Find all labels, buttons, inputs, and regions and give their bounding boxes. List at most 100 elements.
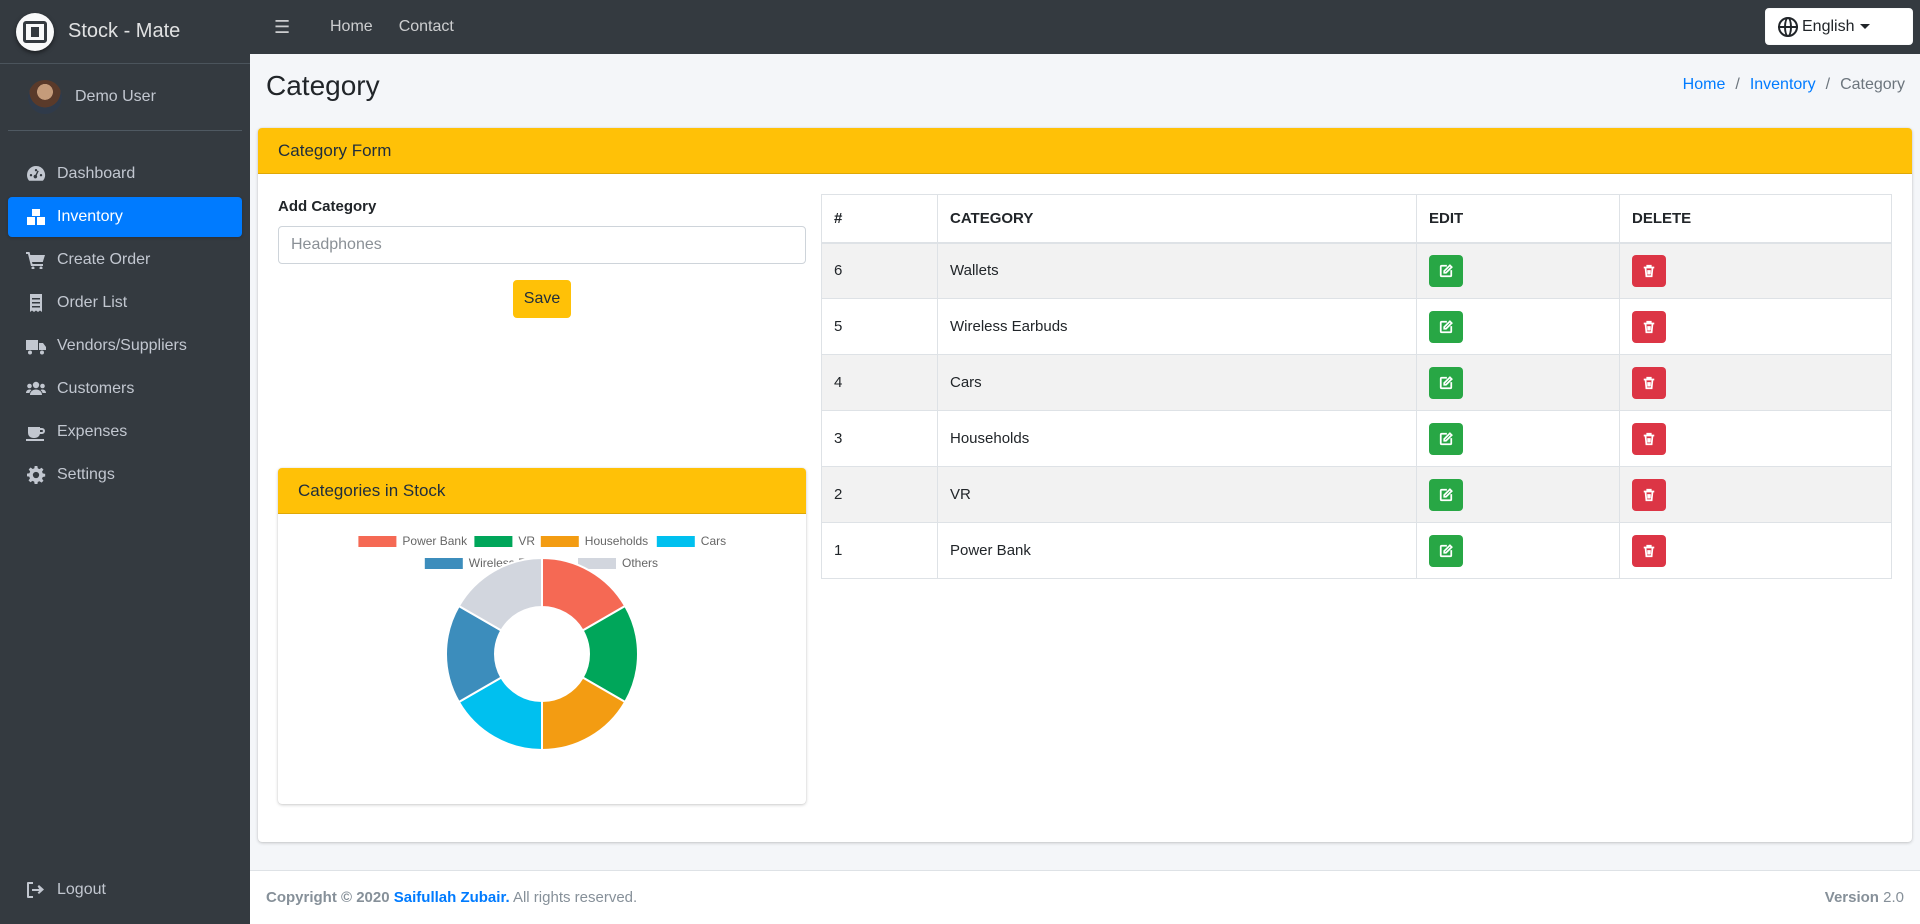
sidebar-item-label: Settings — [57, 466, 115, 483]
rights-text: All rights reserved. — [512, 889, 638, 906]
gear-icon — [24, 465, 48, 485]
legend-item[interactable]: Power Bank — [358, 534, 468, 548]
copyright: Copyright © 2020 Saifullah Zubair. All r… — [266, 889, 637, 906]
sidebar-item-create-order[interactable]: Create Order — [8, 240, 242, 280]
delete-button[interactable] — [1632, 310, 1666, 343]
sidebar-item-expenses[interactable]: Expenses — [8, 412, 242, 452]
edit-button[interactable] — [1429, 254, 1463, 287]
legend-label: Power Bank — [402, 534, 468, 548]
cell-id: 2 — [821, 466, 938, 523]
trash-icon — [1642, 488, 1656, 502]
author-link[interactable]: Saifullah Zubair. — [393, 889, 510, 906]
edit-button[interactable] — [1429, 366, 1463, 399]
col-header-delete: DELETE — [1619, 194, 1892, 244]
menu-toggle-icon[interactable]: ☰ — [274, 16, 291, 37]
edit-icon — [1439, 487, 1453, 502]
cell-edit — [1416, 298, 1620, 355]
top-navbar: ☰ Home Contact English — [250, 0, 1920, 54]
save-button[interactable]: Save — [513, 280, 571, 318]
sidebar-item-label: Dashboard — [57, 165, 136, 182]
breadcrumb-inventory[interactable]: Inventory — [1749, 76, 1816, 93]
table-header-row: # CATEGORY EDIT DELETE — [821, 194, 1892, 244]
nav-link-home[interactable]: Home — [330, 18, 373, 35]
sidebar-item-dashboard[interactable]: Dashboard — [8, 154, 242, 194]
edit-icon — [1439, 319, 1453, 334]
add-category-label: Add Category — [278, 198, 377, 215]
cart-icon — [24, 250, 48, 270]
legend-swatch — [358, 536, 397, 547]
trash-icon — [1642, 264, 1656, 278]
cell-id: 6 — [821, 242, 938, 299]
cell-edit — [1416, 242, 1620, 299]
delete-button[interactable] — [1632, 422, 1666, 455]
brand-logo — [16, 12, 54, 51]
legend-item[interactable]: Households — [540, 534, 648, 548]
chart-card: Categories in Stock Power Bank VR Househol… — [278, 468, 806, 804]
category-input[interactable] — [278, 226, 806, 264]
cell-id: 4 — [821, 354, 938, 411]
cell-id: 5 — [821, 298, 938, 355]
legend-item[interactable]: Others — [578, 556, 658, 570]
truck-icon — [24, 336, 48, 356]
cell-id: 1 — [821, 522, 938, 579]
breadcrumb-home[interactable]: Home — [1682, 76, 1726, 93]
sidebar-item-label: Vendors/Suppliers — [57, 337, 187, 354]
category-table: # CATEGORY EDIT DELETE 6 Wallets 5 Wireless… — [821, 194, 1892, 579]
brand-link[interactable]: Stock - Mate — [0, 0, 250, 64]
user-panel[interactable]: Demo User — [8, 64, 242, 131]
sidebar-item-vendors[interactable]: Vendors/Suppliers — [8, 326, 242, 366]
user-name: Demo User — [75, 88, 156, 105]
coffee-icon — [24, 422, 48, 442]
page-title: Category — [266, 70, 380, 101]
brand-name: Stock - Mate — [68, 20, 181, 42]
cell-category: Households — [937, 410, 1417, 467]
card-title: Category Form — [258, 128, 1912, 174]
breadcrumb-current: Category — [1840, 76, 1905, 93]
sidebar-item-order-list[interactable]: Order List — [8, 283, 242, 323]
sidebar: Stock - Mate Demo User Dashboard Invento… — [0, 0, 250, 924]
globe-icon — [1778, 16, 1798, 37]
cell-edit — [1416, 354, 1620, 411]
legend-label: Cars — [701, 534, 726, 548]
delete-button[interactable] — [1632, 478, 1666, 511]
cell-delete — [1619, 298, 1892, 355]
legend-label: VR — [518, 534, 535, 548]
trash-icon — [1642, 432, 1656, 446]
edit-icon — [1439, 263, 1453, 278]
logout-label: Logout — [57, 881, 106, 898]
language-dropdown[interactable]: English — [1765, 8, 1913, 45]
edit-icon — [1439, 375, 1453, 390]
sidebar-item-customers[interactable]: Customers — [8, 369, 242, 409]
legend-item[interactable]: Cars — [656, 534, 726, 548]
boxes-icon — [24, 207, 48, 227]
table-row: 3 Households — [821, 410, 1892, 467]
table-row: 5 Wireless Earbuds — [821, 298, 1892, 355]
edit-button[interactable] — [1429, 310, 1463, 343]
table-row: 6 Wallets — [821, 242, 1892, 299]
cell-category: VR — [937, 466, 1417, 523]
chart-card-title: Categories in Stock — [278, 468, 806, 514]
cell-category: Power Bank — [937, 522, 1417, 579]
legend-swatch — [656, 536, 695, 547]
nav-link-contact[interactable]: Contact — [398, 18, 454, 35]
doughnut-slice[interactable] — [457, 556, 543, 632]
table-row: 2 VR — [821, 466, 1892, 523]
trash-icon — [1642, 320, 1656, 334]
delete-button[interactable] — [1632, 254, 1666, 287]
edit-button[interactable] — [1429, 534, 1463, 567]
cell-edit — [1416, 410, 1620, 467]
edit-button[interactable] — [1429, 478, 1463, 511]
version-number: 2.0 — [1883, 889, 1904, 906]
sidebar-item-label: Order List — [57, 294, 128, 311]
cell-delete — [1619, 242, 1892, 299]
delete-button[interactable] — [1632, 366, 1666, 399]
sidebar-item-settings[interactable]: Settings — [8, 455, 242, 495]
edit-icon — [1439, 543, 1453, 558]
edit-button[interactable] — [1429, 422, 1463, 455]
legend-item[interactable]: VR — [474, 534, 535, 548]
delete-button[interactable] — [1632, 534, 1666, 567]
sidebar-item-label: Create Order — [57, 251, 151, 268]
users-icon — [24, 379, 48, 399]
sidebar-item-inventory[interactable]: Inventory — [8, 197, 242, 237]
logout-link[interactable]: Logout — [8, 870, 242, 910]
